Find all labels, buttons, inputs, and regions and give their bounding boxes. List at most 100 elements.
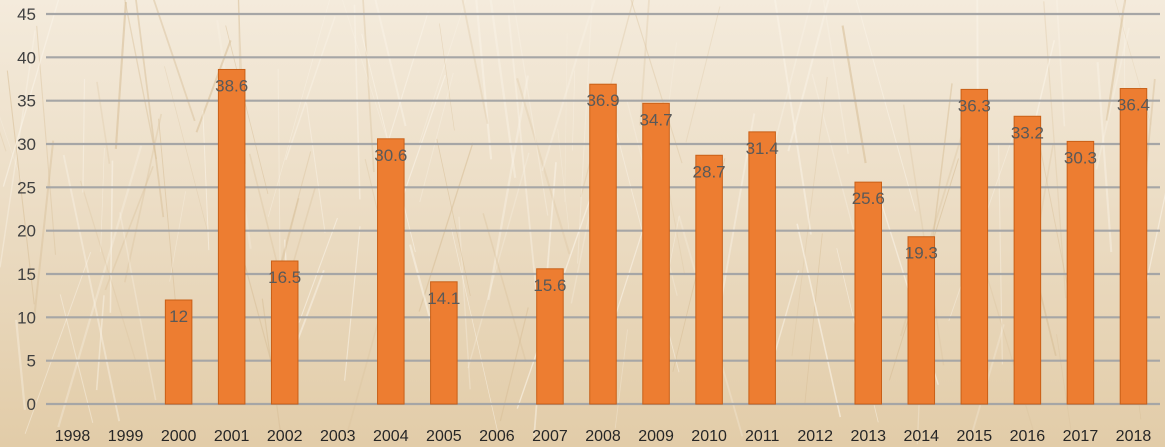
- wheat-stalk: [195, 40, 232, 133]
- bar: [695, 154, 723, 405]
- data-label: 30.3: [1064, 148, 1097, 167]
- bar: [748, 131, 776, 405]
- wheat-stalk: [787, 0, 830, 152]
- x-tick-label: 1999: [108, 428, 144, 445]
- y-tick-label: 25: [17, 178, 36, 197]
- wheat-stalk: [82, 78, 86, 193]
- wheat-stalk: [0, 30, 36, 268]
- wheat-stalk: [1096, 62, 1113, 253]
- x-tick-label: 2011: [745, 428, 780, 445]
- wheat-stalk: [400, 74, 446, 202]
- x-tick-label: 2007: [532, 428, 568, 445]
- wheat-stalk: [285, 16, 336, 161]
- wheat-stalk: [24, 251, 92, 434]
- wheat-stalk: [822, 0, 849, 154]
- wheat-stalk: [614, 329, 628, 429]
- wheat-stalk: [804, 233, 823, 404]
- y-tick-label: 15: [17, 265, 36, 284]
- bar: [377, 138, 405, 405]
- wheat-stalk: [774, 270, 800, 351]
- y-tick-label: 0: [27, 395, 36, 414]
- data-label: 36.3: [958, 96, 991, 115]
- wheat-stalk: [467, 152, 530, 369]
- bar: [164, 299, 193, 405]
- data-label: 25.6: [852, 189, 885, 208]
- data-label: 28.7: [693, 162, 726, 181]
- x-tick-label: 2000: [161, 428, 197, 445]
- wheat-stalk: [766, 0, 813, 171]
- x-tick-label: 2017: [1063, 428, 1099, 445]
- wheat-stalk: [418, 142, 474, 312]
- y-tick-label: 40: [17, 48, 36, 67]
- bar: [270, 260, 299, 405]
- wheat-stalk: [124, 0, 157, 160]
- bar: [1013, 115, 1042, 405]
- wheat-stalk: [507, 14, 537, 290]
- x-tick-label: 2016: [1010, 428, 1046, 445]
- wheat-stalk: [169, 191, 186, 282]
- y-tick-label: 20: [17, 222, 36, 241]
- wheat-stalk: [685, 6, 721, 143]
- wheat-stalk: [482, 213, 527, 362]
- wheat-stalk: [79, 180, 137, 361]
- wheat-stalk: [152, 0, 196, 122]
- wheat-stalk: [439, 23, 455, 131]
- wheat-stalk: [475, 0, 493, 160]
- bar: [589, 83, 617, 405]
- wheat-stalk: [15, 319, 26, 410]
- wheat-stalk: [1056, 334, 1072, 434]
- wheat-stalk: [95, 295, 105, 391]
- data-label: 19.3: [905, 244, 938, 263]
- wheat-stalk: [499, 307, 529, 422]
- y-axis: 0 5 10 15 20 25 30 35 40 45: [17, 5, 36, 414]
- wheat-stalk: [164, 66, 209, 233]
- wheat-stalk: [57, 145, 143, 428]
- bar: [854, 181, 883, 405]
- wheat-stalk: [342, 0, 397, 168]
- data-label: 31.4: [746, 139, 779, 158]
- wheat-stalk: [451, 228, 498, 432]
- wheat-stalk: [123, 113, 163, 283]
- wheat-stalk: [791, 76, 828, 357]
- x-tick-label: 2003: [320, 428, 356, 445]
- x-tick-label: 2008: [585, 428, 621, 445]
- x-tick-label: 2006: [479, 428, 515, 445]
- wheat-stalk: [100, 147, 105, 252]
- y-tick-label: 35: [17, 92, 36, 111]
- wheat-stalk: [62, 154, 121, 422]
- data-labels: 12 38.6 16.5 30.6 14.1 15.6 36.9 34.7 28.7 31.4 25…: [169, 76, 1150, 326]
- wheat-stalk: [202, 110, 210, 251]
- data-label: 34.7: [640, 110, 673, 129]
- x-axis: 1998 1999 2000 2001 2002 2003 2004 2005 2006 2007…: [55, 428, 1152, 445]
- bar: [1119, 88, 1148, 405]
- wheat-stalk: [774, 0, 812, 235]
- bars: [164, 68, 1148, 405]
- x-tick-label: 2015: [957, 428, 993, 445]
- x-tick-label: 2013: [850, 428, 886, 445]
- wheat-stalk: [436, 138, 471, 296]
- y-tick-label: 30: [17, 135, 36, 154]
- data-label: 36.9: [586, 91, 619, 110]
- wheat-stalk: [541, 0, 596, 172]
- data-label: 14.1: [427, 289, 460, 308]
- data-label: 36.4: [1117, 96, 1150, 115]
- wheat-stalk: [997, 143, 1003, 365]
- wheat-stalk: [6, 70, 35, 305]
- wheat-stalk: [564, 33, 568, 202]
- wheat-stalk: [0, 116, 22, 180]
- wheat-stalk: [630, 0, 683, 164]
- wheat-stalk: [419, 72, 454, 203]
- data-label: 16.5: [268, 268, 301, 287]
- data-label: 38.6: [215, 76, 248, 95]
- wheat-stalk: [59, 294, 94, 424]
- wheat-stalk: [114, 1, 127, 149]
- wheat-stalk: [855, 0, 916, 212]
- data-label: 15.6: [533, 276, 566, 295]
- wheat-stalk: [382, 11, 429, 158]
- data-label: 12: [169, 307, 188, 326]
- wheat-stalk: [306, 103, 326, 233]
- wheat-stalk: [572, 70, 576, 151]
- wheat-stalk: [96, 81, 111, 164]
- bar: [960, 88, 989, 405]
